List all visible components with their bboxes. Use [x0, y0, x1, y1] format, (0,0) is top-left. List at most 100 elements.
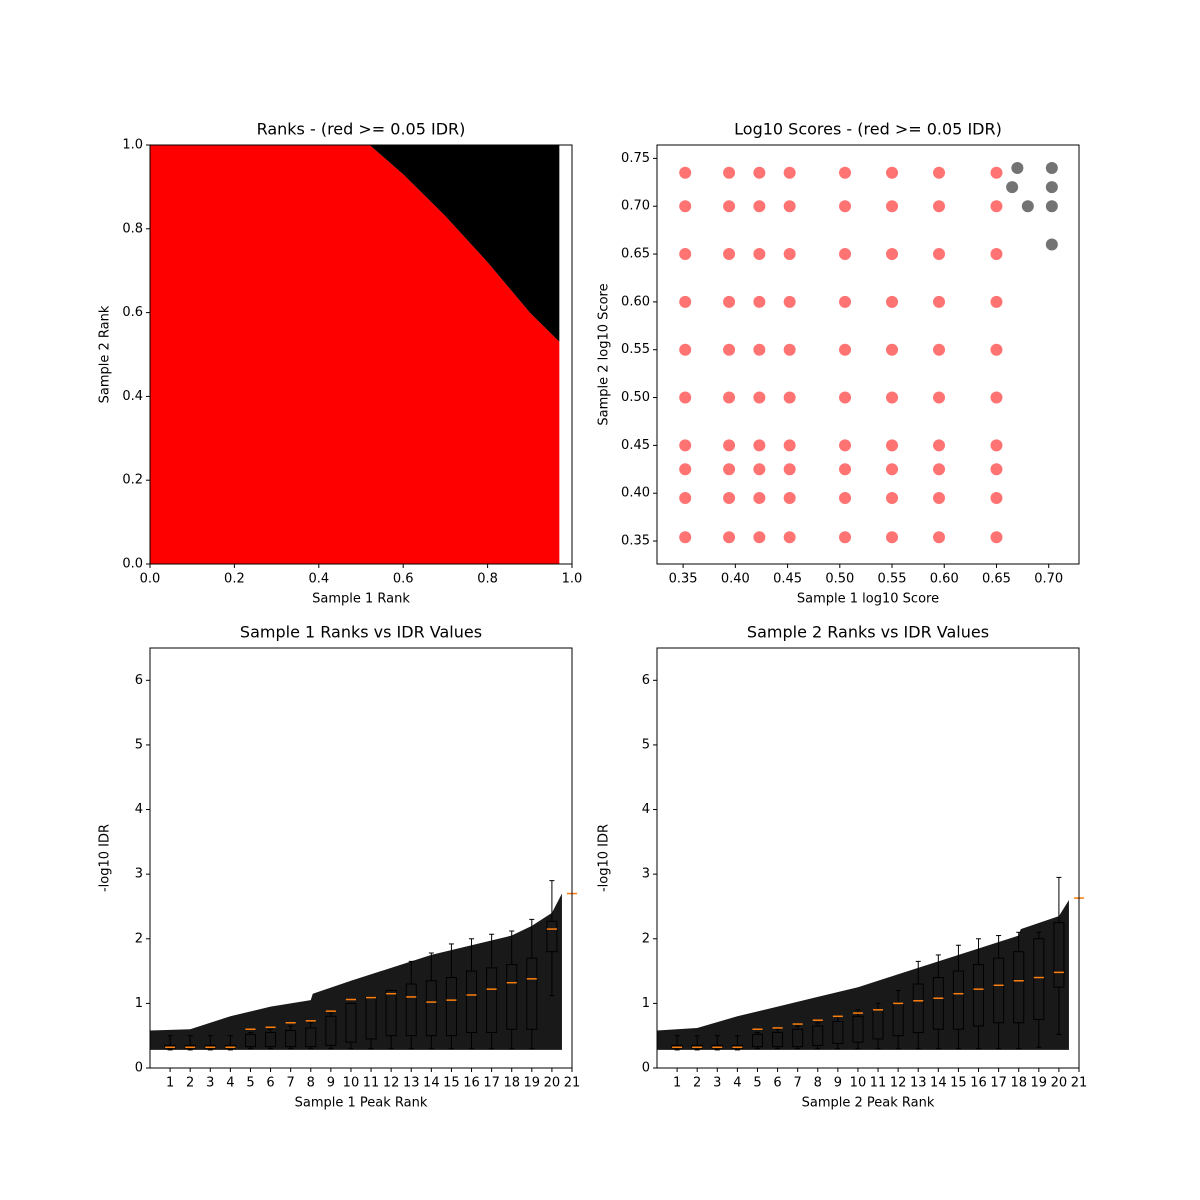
point [723, 343, 736, 356]
box [345, 1002, 357, 1043]
point [990, 343, 1003, 356]
box [772, 1031, 784, 1048]
y-tick-label: 0.6 [122, 305, 143, 320]
x-tick-label: 5 [753, 1076, 761, 1091]
point [753, 491, 766, 504]
y-tick-label: 0.50 [621, 390, 650, 405]
y-tick-label: 3 [135, 867, 143, 882]
x-tick-label: 9 [834, 1076, 842, 1091]
x-axis-label: Sample 1 log10 Score [797, 592, 939, 607]
chart-title: Sample 2 Ranks vs IDR Values [747, 623, 989, 642]
point-cloud [150, 893, 562, 1050]
x-tick-label: 21 [1071, 1076, 1088, 1091]
x-tick-label: 0.4 [308, 572, 329, 587]
x-tick-label: 15 [950, 1076, 967, 1091]
subplot: 1 2 3 4 5 6 7 8 9 10 11 12 13 14 15 16 17 18 19 20 210123456… [98, 623, 581, 1111]
x-tick-label: 6 [266, 1076, 274, 1091]
point [839, 166, 852, 179]
x-tick-label: 10 [343, 1076, 360, 1091]
box [285, 1030, 297, 1048]
point [1045, 161, 1058, 174]
box [932, 977, 944, 1030]
point [753, 463, 766, 476]
above-region [150, 145, 560, 342]
point [1006, 181, 1019, 194]
point [886, 200, 899, 213]
y-tick-label: 0 [642, 1061, 650, 1076]
point [783, 531, 796, 544]
point [886, 343, 899, 356]
axes-frame [656, 144, 1080, 565]
point [839, 463, 852, 476]
chart-title: Log10 Scores - (red >= 0.05 IDR) [734, 120, 1002, 139]
box [265, 1031, 277, 1048]
point [783, 439, 796, 452]
y-tick-label: 1.0 [122, 138, 143, 153]
box [526, 957, 538, 1030]
y-tick-label: 2 [642, 931, 650, 946]
point [990, 463, 1003, 476]
y-tick-label: 0.65 [621, 247, 650, 262]
box [506, 964, 518, 1030]
point [990, 200, 1003, 213]
point [723, 248, 736, 261]
box [1053, 922, 1065, 988]
plot-area [657, 900, 1069, 1050]
y-tick-label: 0.35 [621, 534, 650, 549]
point [886, 166, 899, 179]
box [952, 970, 964, 1030]
point [886, 463, 899, 476]
box [466, 970, 478, 1033]
axes-frame [149, 144, 573, 565]
box [912, 983, 924, 1033]
x-tick-label: 0.55 [878, 572, 907, 587]
x-tick-label: 20 [1051, 1076, 1068, 1091]
x-tick-label: 16 [463, 1076, 480, 1091]
x-tick-label: 14 [423, 1076, 440, 1091]
point [783, 248, 796, 261]
x-tick-label: 16 [970, 1076, 987, 1091]
x-tick-label: 1 [673, 1076, 681, 1091]
point [839, 391, 852, 404]
x-tick-label: 0.50 [825, 572, 854, 587]
x-tick-label: 9 [327, 1076, 335, 1091]
x-tick-label: 15 [443, 1076, 460, 1091]
point [679, 248, 692, 261]
point [679, 463, 692, 476]
box [385, 989, 397, 1037]
x-axis-label: Sample 2 Peak Rank [802, 1096, 935, 1111]
point [839, 531, 852, 544]
point [723, 531, 736, 544]
x-tick-label: 0.70 [1034, 572, 1063, 587]
y-tick-label: 0.0 [122, 557, 143, 572]
y-tick-label: 0.55 [621, 342, 650, 357]
x-tick-label: 17 [483, 1076, 500, 1091]
box [486, 967, 498, 1033]
y-tick-label: 0.8 [122, 221, 143, 236]
chart-title: Sample 1 Ranks vs IDR Values [240, 623, 482, 642]
point [679, 200, 692, 213]
x-tick-label: 13 [910, 1076, 927, 1091]
y-tick-label: 0.75 [621, 151, 650, 166]
point [783, 295, 796, 308]
x-tick-label: 10 [850, 1076, 867, 1091]
point [679, 295, 692, 308]
x-tick-label: 0.35 [669, 572, 698, 587]
below-region [150, 145, 560, 564]
point [886, 248, 899, 261]
point [886, 391, 899, 404]
point [933, 531, 946, 544]
point [753, 166, 766, 179]
x-tick-label: 11 [870, 1076, 887, 1091]
point [933, 200, 946, 213]
point [1021, 200, 1034, 213]
x-tick-label: 0.6 [393, 572, 414, 587]
y-tick-label: 0.70 [621, 199, 650, 214]
point [753, 391, 766, 404]
x-tick-label: 19 [1031, 1076, 1048, 1091]
y-tick-label: 3 [642, 867, 650, 882]
x-tick-label: 19 [524, 1076, 541, 1091]
box [445, 977, 457, 1037]
box [973, 964, 985, 1027]
